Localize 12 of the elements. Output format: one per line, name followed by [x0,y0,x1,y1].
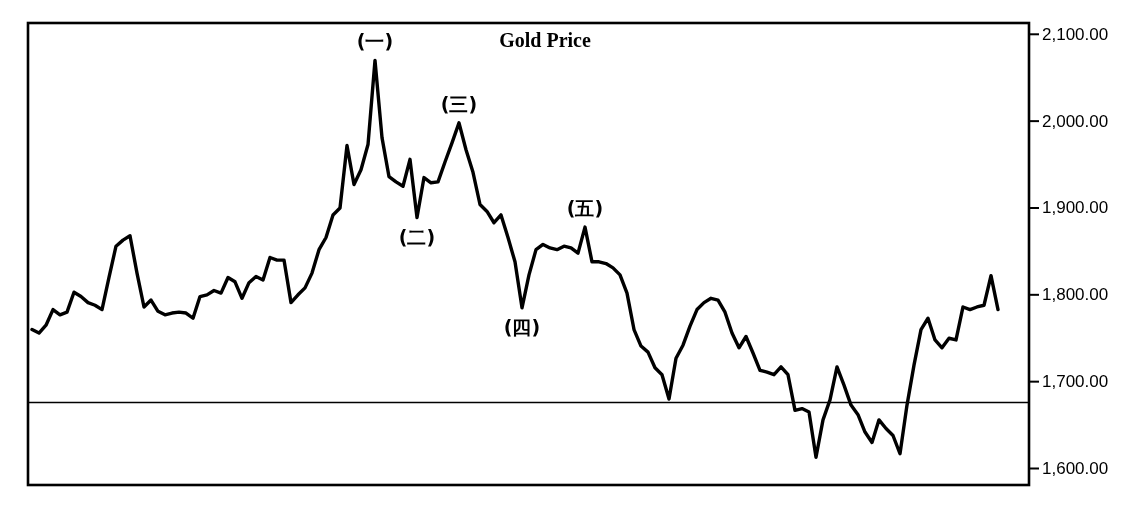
annotation: (二) [398,225,436,248]
ytick-label: 1,600.00 [1042,459,1109,478]
title: Gold Price [499,29,591,51]
ytick-label: 2,100.00 [1042,24,1109,44]
annotation: (一) [356,30,394,53]
annotation: (三) [440,92,478,115]
ytick-label: 1,900.00 [1042,198,1109,218]
ytick-label: 2,000.00 [1042,111,1109,131]
annotation: (四) [503,315,541,338]
ytick-label: 1,700.00 [1042,372,1109,392]
ytick-label: 1,800.00 [1042,285,1109,305]
annotation: (五) [566,197,604,220]
